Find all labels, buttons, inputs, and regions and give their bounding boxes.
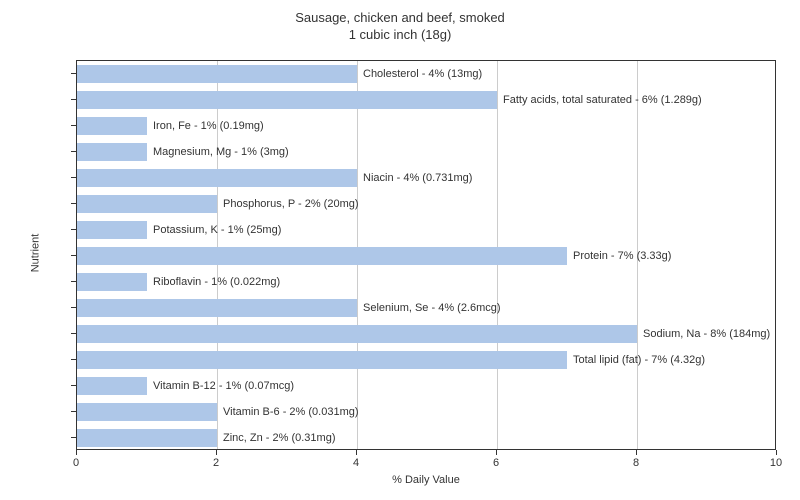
y-tick — [71, 177, 76, 178]
y-tick — [71, 255, 76, 256]
x-tick — [216, 450, 217, 455]
x-tick — [356, 450, 357, 455]
x-tick-label: 6 — [493, 457, 499, 469]
bar-label-sodium: Sodium, Na - 8% (184mg) — [643, 328, 770, 340]
x-tick — [496, 450, 497, 455]
bar-niacin — [77, 169, 357, 187]
y-axis-label: Nutrient — [29, 234, 41, 273]
bar-label-zinc: Zinc, Zn - 2% (0.31mg) — [223, 432, 335, 444]
bar-label-iron: Iron, Fe - 1% (0.19mg) — [153, 120, 264, 132]
y-tick — [71, 203, 76, 204]
bar-label-sat-fat: Fatty acids, total saturated - 6% (1.289… — [503, 94, 702, 106]
bar-label-total-lipid: Total lipid (fat) - 7% (4.32g) — [573, 354, 705, 366]
bar-sat-fat — [77, 91, 497, 109]
y-tick — [71, 281, 76, 282]
bar-label-potassium: Potassium, K - 1% (25mg) — [153, 224, 281, 236]
y-tick — [71, 437, 76, 438]
bar-vitamin-b6 — [77, 403, 217, 421]
x-tick — [776, 450, 777, 455]
x-tick — [636, 450, 637, 455]
bar-label-cholesterol: Cholesterol - 4% (13mg) — [363, 68, 482, 80]
bar-riboflavin — [77, 273, 147, 291]
bar-potassium — [77, 221, 147, 239]
x-tick-label: 8 — [633, 457, 639, 469]
bar-label-magnesium: Magnesium, Mg - 1% (3mg) — [153, 146, 289, 158]
y-tick — [71, 359, 76, 360]
y-tick — [71, 229, 76, 230]
chart-title: Sausage, chicken and beef, smoked 1 cubi… — [0, 10, 800, 44]
bar-label-vitamin-b6: Vitamin B-6 - 2% (0.031mg) — [223, 406, 359, 418]
y-tick — [71, 307, 76, 308]
x-tick-label: 10 — [770, 457, 782, 469]
bar-label-selenium: Selenium, Se - 4% (2.6mcg) — [363, 302, 501, 314]
bar-label-niacin: Niacin - 4% (0.731mg) — [363, 172, 472, 184]
nutrient-chart: Sausage, chicken and beef, smoked 1 cubi… — [0, 0, 800, 500]
bar-zinc — [77, 429, 217, 447]
bar-label-riboflavin: Riboflavin - 1% (0.022mg) — [153, 276, 280, 288]
x-tick — [76, 450, 77, 455]
bar-sodium — [77, 325, 637, 343]
bar-label-protein: Protein - 7% (3.33g) — [573, 250, 671, 262]
bar-label-vitamin-b12: Vitamin B-12 - 1% (0.07mcg) — [153, 380, 294, 392]
bar-protein — [77, 247, 567, 265]
y-tick — [71, 151, 76, 152]
x-tick-label: 4 — [353, 457, 359, 469]
chart-title-line1: Sausage, chicken and beef, smoked — [0, 10, 800, 27]
chart-title-line2: 1 cubic inch (18g) — [0, 27, 800, 44]
x-tick-label: 2 — [213, 457, 219, 469]
bar-selenium — [77, 299, 357, 317]
bar-magnesium — [77, 143, 147, 161]
bar-iron — [77, 117, 147, 135]
x-axis-label: % Daily Value — [76, 474, 776, 486]
y-tick — [71, 125, 76, 126]
bar-cholesterol — [77, 65, 357, 83]
y-tick — [71, 411, 76, 412]
y-tick — [71, 99, 76, 100]
bar-total-lipid — [77, 351, 567, 369]
y-tick — [71, 385, 76, 386]
bar-vitamin-b12 — [77, 377, 147, 395]
plot-area: Cholesterol - 4% (13mg) Fatty acids, tota… — [76, 60, 776, 450]
y-tick — [71, 333, 76, 334]
bar-label-phosphorus: Phosphorus, P - 2% (20mg) — [223, 198, 359, 210]
x-tick-label: 0 — [73, 457, 79, 469]
y-tick — [71, 73, 76, 74]
bar-phosphorus — [77, 195, 217, 213]
